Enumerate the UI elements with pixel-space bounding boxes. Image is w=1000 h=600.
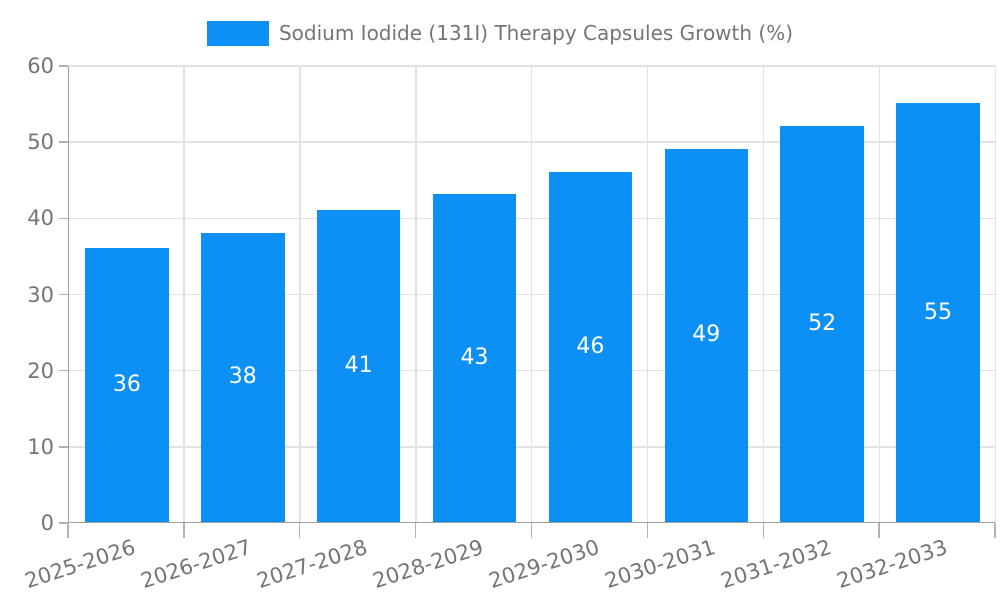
bar-value-label: 38 xyxy=(228,364,257,390)
x-tick-mark xyxy=(299,523,301,538)
x-gridline xyxy=(646,66,649,522)
bar-value-label: 55 xyxy=(924,299,953,325)
y-axis-tick-label: 30 xyxy=(27,282,54,307)
x-tick-mark xyxy=(183,523,185,538)
x-gridline xyxy=(762,66,765,522)
bar-value-label: 52 xyxy=(808,310,837,336)
y-axis-tick-label: 0 xyxy=(40,511,54,535)
y-axis-tick-label: 40 xyxy=(27,206,54,231)
plot-area: 36 38 41 43 46 49 52 55 xyxy=(68,65,996,523)
y-axis-tick-label: 10 xyxy=(27,434,54,459)
bar[interactable]: 55 xyxy=(896,103,980,522)
y-tick-mark xyxy=(59,522,68,524)
y-tick-mark xyxy=(59,217,68,220)
x-tick-mark xyxy=(414,523,417,538)
bar[interactable]: 52 xyxy=(780,125,864,522)
legend-label: Sodium Iodide (131I) Therapy Capsules Gr… xyxy=(278,21,794,45)
x-gridline xyxy=(415,66,417,522)
y-axis-tick-label: 60 xyxy=(27,54,54,78)
bar[interactable]: 49 xyxy=(664,148,749,522)
bar[interactable]: 46 xyxy=(548,171,633,522)
x-gridline xyxy=(183,66,185,522)
bar-value-label: 36 xyxy=(112,371,141,397)
x-tick-mark xyxy=(762,523,764,538)
bar-value-label: 43 xyxy=(460,345,489,371)
x-tick-mark xyxy=(994,523,996,538)
y-tick-mark xyxy=(59,446,68,448)
bar-value-label: 41 xyxy=(344,352,373,378)
x-gridline xyxy=(994,66,996,522)
y-axis-tick-label: 20 xyxy=(27,358,54,383)
bar-value-label: 49 xyxy=(692,322,721,348)
x-tick-mark xyxy=(67,523,69,538)
y-tick-mark xyxy=(59,141,68,143)
x-axis-tick-label: 2032-2033 xyxy=(722,534,950,593)
legend-swatch-icon xyxy=(206,20,269,46)
x-gridline xyxy=(299,66,301,522)
bar[interactable]: 41 xyxy=(316,209,401,522)
y-tick-mark xyxy=(59,369,68,372)
x-tick-mark xyxy=(530,523,533,538)
bar[interactable]: 43 xyxy=(432,194,517,522)
x-tick-mark xyxy=(646,523,649,538)
y-tick-mark xyxy=(59,293,68,296)
x-axis-tick-label-text: 2032-2033 xyxy=(833,534,950,594)
bar-value-label: 46 xyxy=(576,333,605,359)
y-tick-mark xyxy=(59,65,68,67)
x-gridline xyxy=(878,66,881,522)
legend[interactable]: Sodium Iodide (131I) Therapy Capsules Gr… xyxy=(0,18,1000,48)
y-axis-tick-label: 50 xyxy=(27,130,54,155)
x-tick-mark xyxy=(878,523,880,538)
bar[interactable]: 36 xyxy=(85,247,169,522)
x-gridline xyxy=(531,66,533,522)
bar[interactable]: 38 xyxy=(201,232,285,522)
